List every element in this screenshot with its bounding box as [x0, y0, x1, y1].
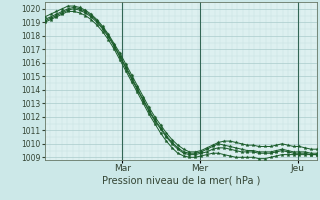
X-axis label: Pression niveau de la mer( hPa ): Pression niveau de la mer( hPa ) [102, 176, 260, 186]
